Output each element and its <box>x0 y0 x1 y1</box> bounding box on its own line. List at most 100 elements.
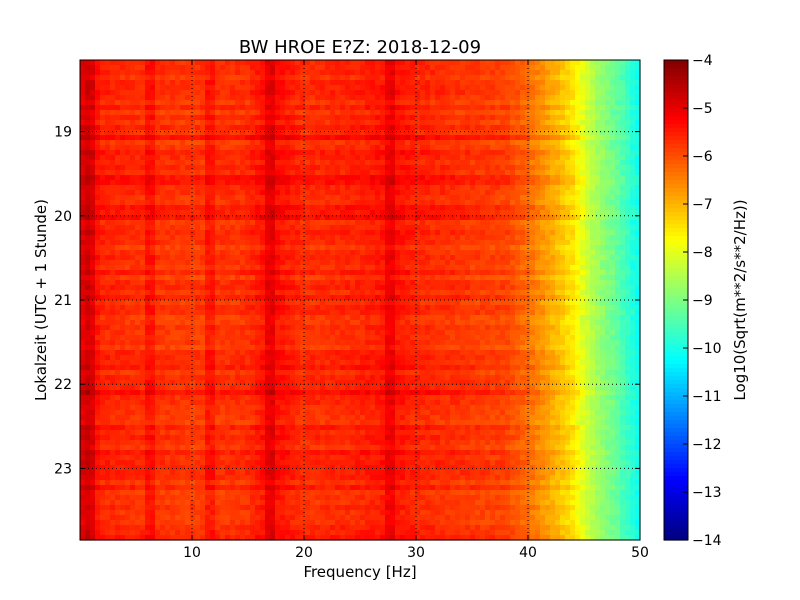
heatmap-cell <box>185 135 191 141</box>
heatmap-cell <box>90 230 96 236</box>
heatmap-cell <box>225 205 231 211</box>
heatmap-cell <box>495 145 501 151</box>
heatmap-cell <box>135 155 141 161</box>
heatmap-cell <box>460 190 466 196</box>
heatmap-cell <box>325 105 331 111</box>
heatmap-cell <box>110 85 116 91</box>
heatmap-cell <box>520 100 526 106</box>
heatmap-cell <box>515 100 521 106</box>
heatmap-cell <box>115 185 121 191</box>
heatmap-cell <box>95 230 101 236</box>
heatmap-cell <box>275 230 281 236</box>
heatmap-cell <box>470 95 476 101</box>
heatmap-cell <box>345 65 351 71</box>
heatmap-cell <box>335 235 341 241</box>
heatmap-cell <box>340 190 346 196</box>
heatmap-cell <box>505 140 511 146</box>
heatmap-cell <box>225 165 231 171</box>
heatmap-cell <box>240 75 246 81</box>
heatmap-cell <box>235 220 241 226</box>
heatmap-cell <box>445 185 451 191</box>
heatmap-cell <box>560 175 566 181</box>
heatmap-cell <box>80 180 86 186</box>
heatmap-cell <box>135 205 141 211</box>
heatmap-cell <box>205 90 211 96</box>
heatmap-cell <box>320 210 326 216</box>
heatmap-cell <box>630 90 636 96</box>
heatmap-cell <box>285 155 291 161</box>
heatmap-cell <box>295 70 301 76</box>
heatmap-cell <box>210 95 216 101</box>
heatmap-cell <box>245 65 251 71</box>
heatmap-cell <box>515 180 521 186</box>
heatmap-cell <box>345 135 351 141</box>
heatmap-cell <box>210 225 216 231</box>
heatmap-cell <box>425 115 431 121</box>
heatmap-cell <box>115 265 121 271</box>
heatmap-cell <box>595 140 601 146</box>
heatmap-cell <box>115 215 121 221</box>
heatmap-cell <box>625 265 631 271</box>
heatmap-cell <box>485 165 491 171</box>
heatmap-cell <box>180 175 186 181</box>
heatmap-cell <box>390 255 396 261</box>
heatmap-cell <box>545 105 551 111</box>
heatmap-cell <box>285 110 291 116</box>
heatmap-cell <box>540 145 546 151</box>
heatmap-cell <box>465 125 471 131</box>
heatmap-cell <box>200 155 206 161</box>
heatmap-cell <box>360 95 366 101</box>
heatmap-cell <box>530 140 536 146</box>
heatmap-cell <box>460 210 466 216</box>
heatmap-cell <box>395 110 401 116</box>
heatmap-cell <box>480 270 486 276</box>
heatmap-cell <box>565 180 571 186</box>
heatmap-cell <box>415 60 421 66</box>
heatmap-cell <box>540 250 546 256</box>
heatmap-cell <box>465 130 471 136</box>
heatmap-cell <box>585 160 591 166</box>
heatmap-cell <box>335 75 341 81</box>
heatmap-cell <box>100 90 106 96</box>
heatmap-cell <box>335 80 341 86</box>
heatmap-cell <box>185 185 191 191</box>
heatmap-cell <box>310 95 316 101</box>
heatmap-cell <box>540 195 546 201</box>
heatmap-cell <box>635 245 641 251</box>
heatmap-cell <box>510 140 516 146</box>
heatmap-cell <box>475 100 481 106</box>
heatmap-cell <box>560 180 566 186</box>
heatmap-cell <box>150 195 156 201</box>
heatmap-cell <box>170 255 176 261</box>
heatmap-cell <box>625 170 631 176</box>
heatmap-cell <box>315 175 321 181</box>
heatmap-cell <box>520 145 526 151</box>
heatmap-cell <box>490 75 496 81</box>
heatmap-cell <box>390 130 396 136</box>
heatmap-cell <box>120 65 126 71</box>
heatmap-cell <box>420 255 426 261</box>
heatmap-cell <box>80 150 86 156</box>
heatmap-cell <box>555 195 561 201</box>
heatmap-cell <box>110 75 116 81</box>
heatmap-cell <box>315 240 321 246</box>
heatmap-cell <box>615 220 621 226</box>
heatmap-cell <box>370 215 376 221</box>
heatmap-cell <box>165 255 171 261</box>
heatmap-cell <box>600 160 606 166</box>
heatmap-cell <box>485 185 491 191</box>
heatmap-cell <box>345 90 351 96</box>
heatmap-cell <box>630 160 636 166</box>
heatmap-cell <box>620 130 626 136</box>
heatmap-cell <box>515 75 521 81</box>
heatmap-cell <box>100 120 106 126</box>
heatmap-cell <box>480 135 486 141</box>
heatmap-cell <box>85 150 91 156</box>
heatmap-cell <box>225 140 231 146</box>
heatmap-cell <box>265 85 271 91</box>
heatmap-cell <box>305 160 311 166</box>
heatmap-cell <box>210 100 216 106</box>
heatmap-cell <box>150 240 156 246</box>
heatmap-cell <box>350 115 356 121</box>
heatmap-cell <box>165 250 171 256</box>
